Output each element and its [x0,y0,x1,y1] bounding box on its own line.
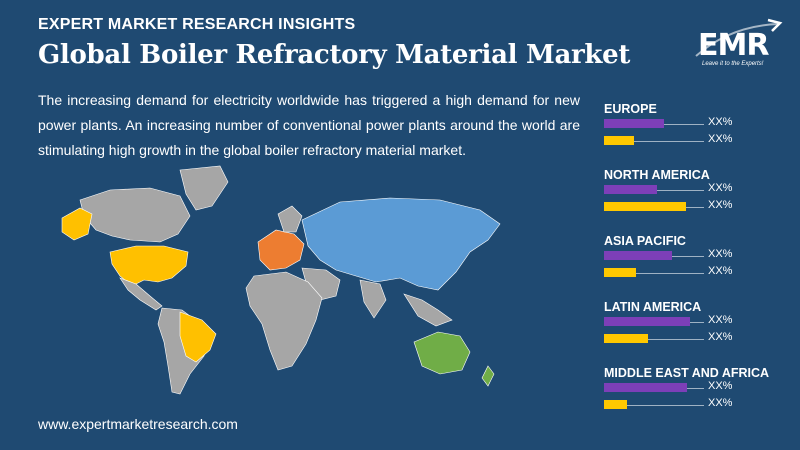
yellow-bar [604,202,686,211]
purple-bar [604,119,664,128]
map-canada [79,187,191,243]
region-legend: EUROPE XX% XX% NORTH AMERICA XX% XX% ASIA PACI… [604,102,794,432]
logo-tagline: Leave it to the Experts! [702,61,764,67]
purple-bar-row: XX% [604,248,794,265]
logo-text: EMR [698,28,769,63]
purple-bar [604,251,672,260]
logo-swoosh-icon [695,18,783,57]
yellow-bar-label: XX% [708,199,733,211]
region-latin-america: LATIN AMERICA XX% XX% [604,300,794,366]
purple-bar-label: XX% [708,116,733,128]
bar-track [604,141,704,142]
page-title: Global Boiler Refractory Material Market [38,40,631,70]
yellow-bar-row: XX% [604,133,794,150]
map-india [359,279,387,319]
purple-bar [604,185,657,194]
region-name: EUROPE [604,102,657,116]
purple-bar-label: XX% [708,314,733,326]
yellow-bar [604,136,634,145]
yellow-bar [604,334,648,343]
map-europe [257,229,305,271]
world-map [61,165,501,395]
yellow-bar [604,400,627,409]
emr-logo: EMR Leave it to the Experts! [690,16,788,72]
purple-bar [604,383,687,392]
bar-track [604,273,704,274]
purple-bar-label: XX% [708,248,733,260]
yellow-bar-row: XX% [604,199,794,216]
region-name: MIDDLE EAST AND AFRICA [604,366,770,380]
region-europe: EUROPE XX% XX% [604,102,794,168]
purple-bar-label: XX% [708,380,733,392]
footer-url[interactable]: www.expertmarketresearch.com [38,416,238,432]
region-name: ASIA PACIFIC [604,234,686,248]
map-asia [301,197,501,291]
purple-bar-row: XX% [604,314,794,331]
yellow-bar-label: XX% [708,133,733,145]
yellow-bar-row: XX% [604,397,794,414]
bar-track [604,339,704,340]
kicker-heading: EXPERT MARKET RESEARCH INSIGHTS [38,16,356,33]
region-name: LATIN AMERICA [604,300,702,314]
region-north-america: NORTH AMERICA XX% XX% [604,168,794,234]
map-brazil [179,311,217,363]
map-greenland [179,165,229,211]
yellow-bar-label: XX% [708,397,733,409]
region-asia-pacific: ASIA PACIFIC XX% XX% [604,234,794,300]
map-alaska [61,207,93,241]
description-text: The increasing demand for electricity wo… [38,92,580,158]
map-new-zealand [481,365,495,387]
purple-bar-row: XX% [604,116,794,133]
purple-bar-label: XX% [708,182,733,194]
region-middle-east-and-africa: MIDDLE EAST AND AFRICA XX% XX% [604,366,794,432]
bar-track [604,405,704,406]
purple-bar [604,317,690,326]
purple-bar-row: XX% [604,182,794,199]
map-australia [413,331,471,375]
yellow-bar-row: XX% [604,331,794,348]
map-scandinavia [277,205,303,233]
map-southeast-asia [403,293,453,327]
yellow-bar-label: XX% [708,265,733,277]
purple-bar-row: XX% [604,380,794,397]
yellow-bar-row: XX% [604,265,794,282]
map-usa [109,245,189,287]
yellow-bar [604,268,636,277]
region-name: NORTH AMERICA [604,168,710,182]
map-africa [245,271,323,371]
map-central-america [119,277,163,311]
yellow-bar-label: XX% [708,331,733,343]
